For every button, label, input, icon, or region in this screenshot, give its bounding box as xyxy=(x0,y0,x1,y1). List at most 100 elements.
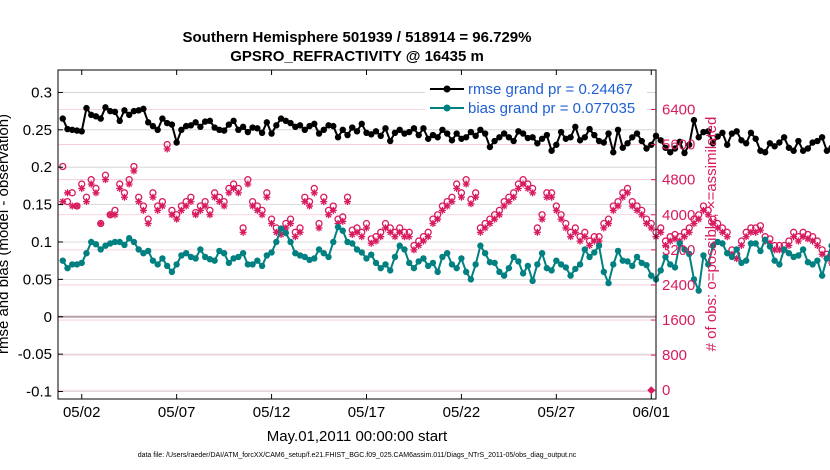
obs-assimilated-point xyxy=(249,202,257,210)
rmse-point xyxy=(614,126,622,134)
obs-assimilated-point xyxy=(301,198,309,206)
rmse-point xyxy=(64,125,71,133)
obs-assimilated-point xyxy=(514,184,522,192)
obs-assimilated-point xyxy=(59,198,67,206)
obs-assimilated-point xyxy=(391,233,399,241)
bias-point xyxy=(557,261,565,268)
obs-assimilated-point xyxy=(533,228,541,236)
rmse-point xyxy=(818,134,826,141)
obs-assimilated-point xyxy=(794,237,802,245)
rmse-point xyxy=(567,134,574,141)
bias-point xyxy=(387,267,394,274)
obs-assimilated-point xyxy=(234,189,242,197)
bias-point xyxy=(154,261,161,268)
rmse-point xyxy=(287,119,294,127)
rmse-point xyxy=(538,135,546,142)
obs-assimilated-point xyxy=(253,206,261,214)
bias-point xyxy=(220,249,228,257)
obs-assimilated-point xyxy=(818,250,826,258)
obs-assimilated-point xyxy=(571,228,579,236)
obs-assimilated-point xyxy=(358,233,366,241)
bias-point xyxy=(624,258,631,265)
bias-point xyxy=(235,253,242,261)
bias-point xyxy=(780,246,788,253)
obs-assimilated-point xyxy=(538,215,546,223)
rmse-point xyxy=(548,147,555,154)
obs-assimilated-point xyxy=(201,202,209,210)
rmse-point xyxy=(216,126,223,134)
rmse-point xyxy=(619,144,626,151)
obs-assimilated-point xyxy=(63,189,71,197)
bias-point xyxy=(481,249,489,257)
obs-assimilated-point xyxy=(723,233,731,241)
bias-point xyxy=(149,257,157,264)
obs-assimilated-point xyxy=(519,180,527,188)
bias-point xyxy=(311,255,318,262)
obs-assimilated-point xyxy=(614,202,622,210)
x-tick-label-2: 05/12 xyxy=(253,404,291,421)
bias-point xyxy=(500,272,508,279)
series-layer xyxy=(59,104,830,395)
rmse-point xyxy=(282,117,290,125)
rmse-point xyxy=(524,134,532,142)
rmse-point xyxy=(624,140,631,147)
bias-point xyxy=(700,252,707,259)
x-axis-label: May.01,2011 00:00:00 start xyxy=(267,428,448,445)
rmse-point xyxy=(790,147,797,154)
rmse-point xyxy=(406,128,413,136)
bias-point xyxy=(695,287,702,294)
bias-point xyxy=(273,238,280,246)
rmse-point xyxy=(154,126,161,134)
rmse-point xyxy=(581,134,589,141)
obs-assimilated-point xyxy=(510,193,518,201)
obs-assimilated-point xyxy=(415,241,423,249)
y-tick-label-0: 0.3 xyxy=(31,84,52,101)
obs-assimilated-point xyxy=(462,180,470,188)
y-right-tick-label-3: 4000 xyxy=(662,207,695,224)
rmse-point xyxy=(586,125,593,133)
rmse-point xyxy=(254,125,261,132)
bias-point xyxy=(330,238,337,246)
obs-assimilated-point xyxy=(144,220,152,228)
obs-assimilated-point xyxy=(400,233,408,241)
rmse-point xyxy=(225,121,233,128)
bias-point xyxy=(771,257,778,264)
rmse-point xyxy=(220,127,228,134)
bias-point xyxy=(529,277,536,285)
bias-point xyxy=(368,251,375,258)
rmse-point xyxy=(358,120,365,128)
rmse-point xyxy=(657,137,664,144)
rmse-point xyxy=(201,118,209,125)
bias-point xyxy=(315,246,323,253)
rmse-point xyxy=(140,105,147,113)
rmse-point xyxy=(334,134,342,141)
rmse-point xyxy=(799,147,807,154)
x-tick-label-6: 06/01 xyxy=(632,404,670,421)
bias-point xyxy=(363,255,370,262)
bias-point xyxy=(216,247,223,255)
obs-assimilated-point xyxy=(405,233,413,241)
rmse-point xyxy=(491,137,498,145)
rmse-point xyxy=(496,134,503,141)
bias-point xyxy=(111,238,119,246)
bias-point xyxy=(676,240,683,247)
obs-assimilated-point xyxy=(268,220,276,228)
obs-assimilated-point xyxy=(443,202,451,210)
obs-assimilated-point xyxy=(182,202,190,210)
bias-point xyxy=(287,238,294,246)
obs-assimilated-point xyxy=(619,193,627,201)
obs-assimilated-point xyxy=(97,220,105,228)
obs-assimilated-point xyxy=(130,167,138,175)
y-right-tick-label-5: 2400 xyxy=(662,277,695,294)
bias-point xyxy=(709,242,717,249)
bias-point xyxy=(453,264,460,272)
bias-point xyxy=(443,249,451,257)
bias-point xyxy=(681,246,688,253)
rmse-point xyxy=(519,130,527,137)
rmse-point xyxy=(605,130,612,137)
bias-point xyxy=(614,247,622,255)
rmse-point xyxy=(676,138,683,145)
bias-point xyxy=(396,242,403,249)
x-tick-label-1: 05/07 xyxy=(158,404,196,421)
obs-assimilated-point xyxy=(310,189,318,197)
